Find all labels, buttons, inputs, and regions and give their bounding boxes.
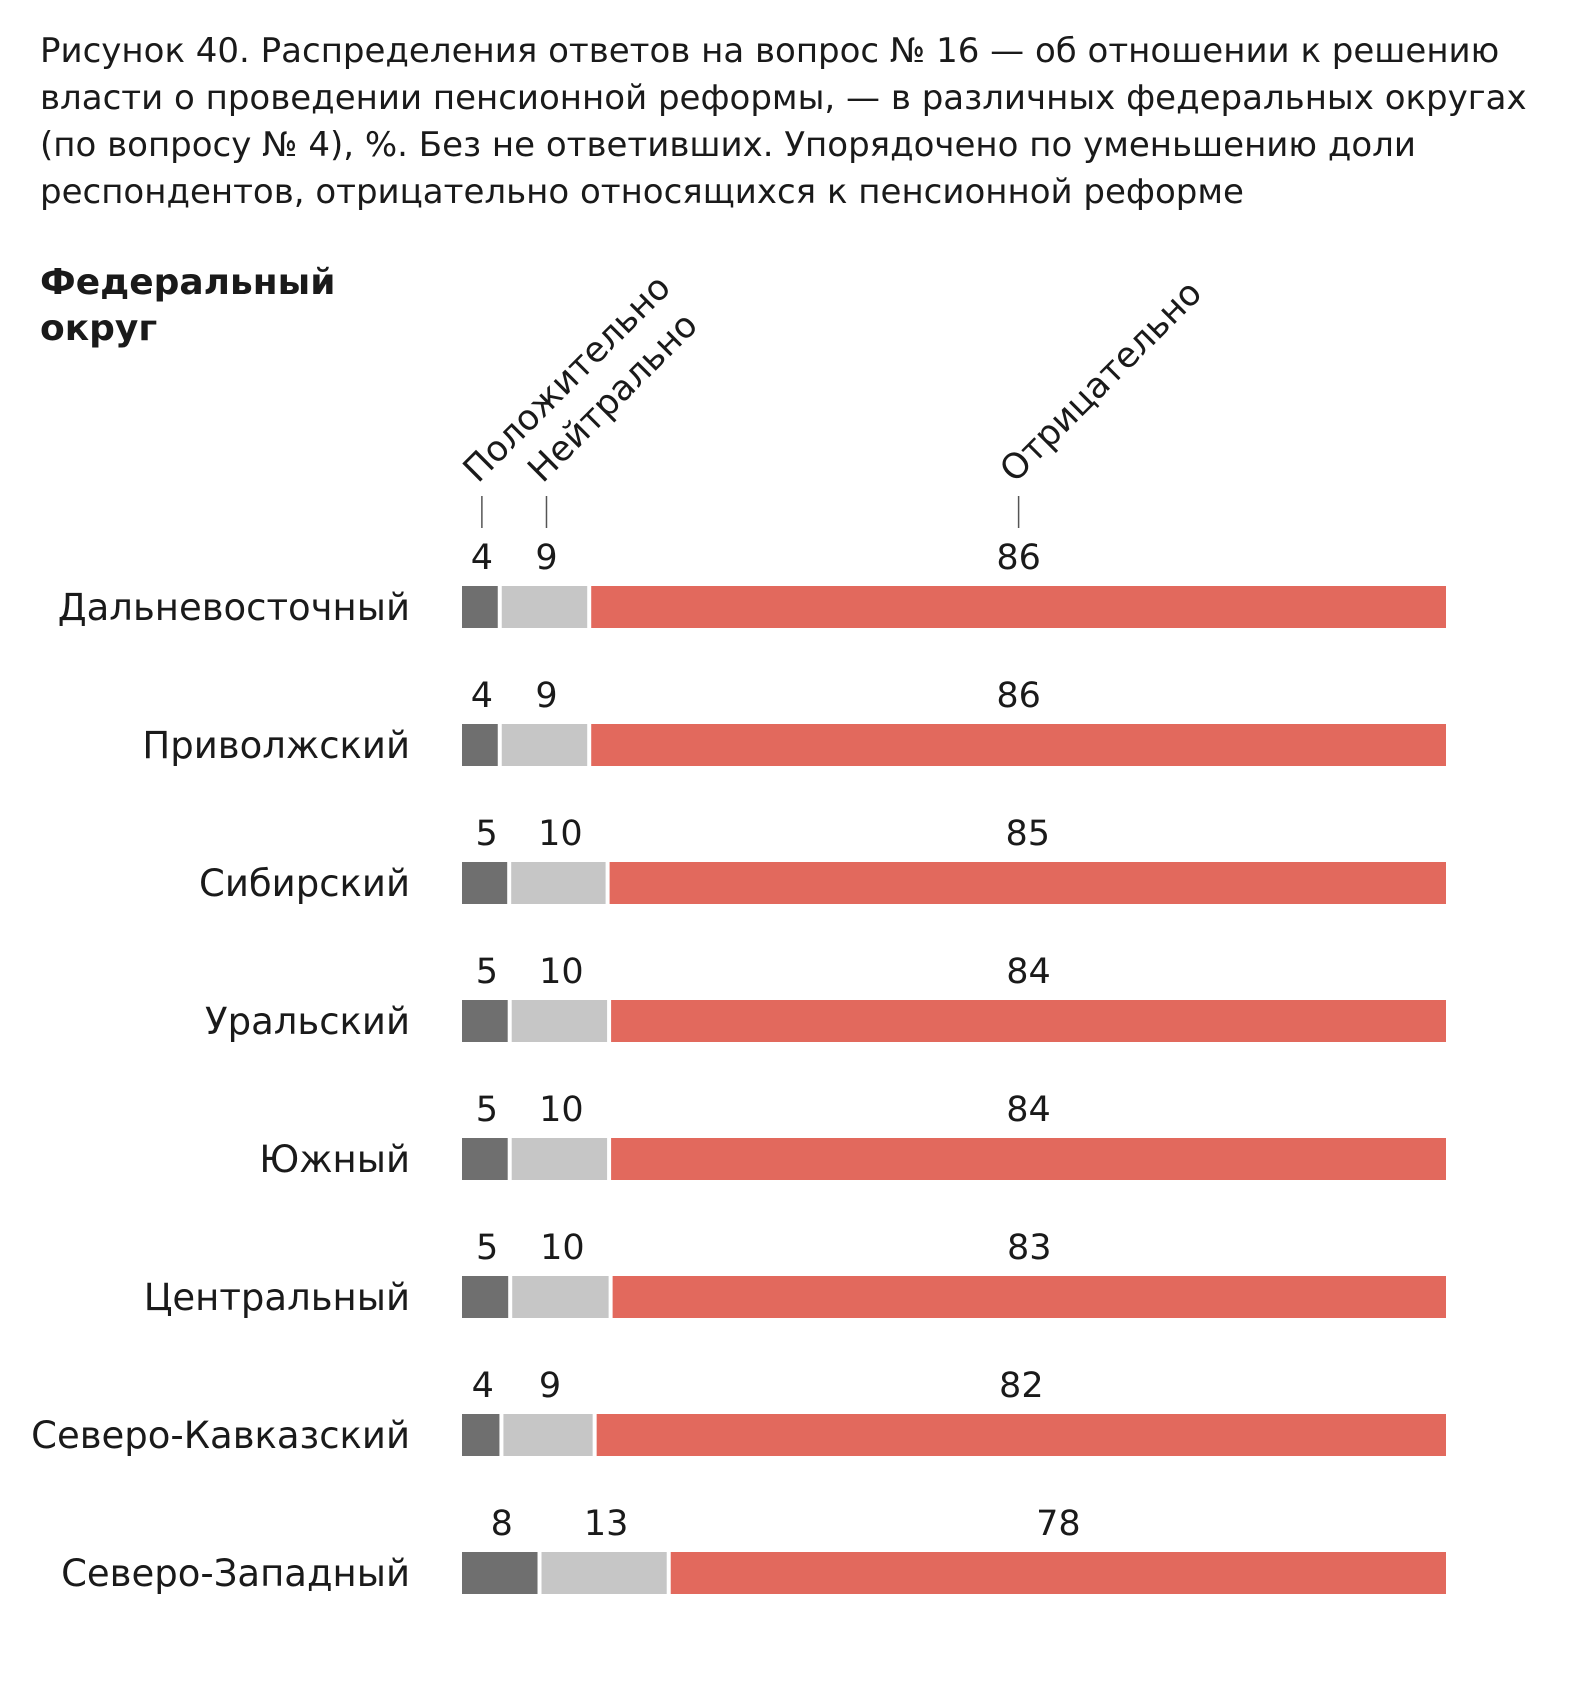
bar-дальневосточный-нейтрально (501, 586, 588, 628)
bar-южный-отрицательно (611, 1138, 1446, 1180)
value-label-приволжский-положительно: 4 (471, 676, 493, 716)
bar-приволжский-нейтрально (501, 724, 588, 766)
value-label-южный-нейтрально: 10 (539, 1090, 584, 1130)
row-label-уральский: Уральский (205, 1000, 410, 1043)
bar-сибирский-положительно (462, 862, 508, 904)
row-label-сибирский: Сибирский (199, 862, 410, 905)
value-label-северо-кавказский-отрицательно: 82 (999, 1366, 1044, 1406)
value-label-центральный-отрицательно: 83 (1007, 1228, 1052, 1268)
bar-центральный-положительно (462, 1276, 509, 1318)
bar-северо-кавказский-отрицательно (596, 1414, 1446, 1456)
row-label-приволжский: Приволжский (142, 724, 410, 767)
row-label-дальневосточный: Дальневосточный (58, 586, 410, 629)
bar-сибирский-отрицательно (609, 862, 1446, 904)
bar-южный-нейтрально (511, 1138, 608, 1180)
column-header-отрицательно: Отрицательно (993, 273, 1210, 490)
bar-северо-западный-положительно (462, 1552, 538, 1594)
value-label-дальневосточный-отрицательно: 86 (996, 538, 1041, 578)
value-label-уральский-отрицательно: 84 (1006, 952, 1051, 992)
bar-уральский-отрицательно (611, 1000, 1446, 1042)
value-label-сибирский-отрицательно: 85 (1006, 814, 1051, 854)
row-label-северо-западный: Северо-Западный (61, 1552, 410, 1595)
value-label-центральный-положительно: 5 (476, 1228, 498, 1268)
bar-северо-западный-нейтрально (541, 1552, 667, 1594)
bar-центральный-отрицательно (612, 1276, 1446, 1318)
figure-caption: Рисунок 40. Распределения ответов на воп… (40, 31, 1527, 212)
bar-приволжский-отрицательно (591, 724, 1446, 766)
value-label-приволжский-нейтрально: 9 (535, 676, 557, 716)
value-label-южный-отрицательно: 84 (1006, 1090, 1051, 1130)
value-label-южный-положительно: 5 (476, 1090, 498, 1130)
value-label-приволжский-отрицательно: 86 (996, 676, 1041, 716)
row-label-северо-кавказский: Северо-Кавказский (31, 1414, 410, 1457)
value-label-центральный-нейтрально: 10 (540, 1228, 585, 1268)
value-label-дальневосточный-нейтрально: 9 (535, 538, 557, 578)
row-label-южный: Южный (259, 1138, 410, 1181)
bar-южный-положительно (462, 1138, 508, 1180)
bar-уральский-нейтрально (511, 1000, 608, 1042)
value-label-северо-западный-нейтрально: 13 (584, 1504, 629, 1544)
bar-сибирский-нейтрально (511, 862, 606, 904)
bar-дальневосточный-положительно (462, 586, 498, 628)
value-label-дальневосточный-положительно: 4 (471, 538, 493, 578)
value-label-северо-западный-положительно: 8 (491, 1504, 513, 1544)
bar-северо-западный-отрицательно (670, 1552, 1446, 1594)
value-label-северо-кавказский-положительно: 4 (472, 1366, 494, 1406)
bar-дальневосточный-отрицательно (591, 586, 1446, 628)
value-label-сибирский-положительно: 5 (475, 814, 497, 854)
row-label-центральный: Центральный (144, 1276, 410, 1319)
bar-уральский-положительно (462, 1000, 508, 1042)
bar-северо-кавказский-нейтрально (503, 1414, 593, 1456)
value-label-северо-кавказский-нейтрально: 9 (539, 1366, 561, 1406)
value-label-северо-западный-отрицательно: 78 (1036, 1504, 1081, 1544)
bar-приволжский-положительно (462, 724, 498, 766)
bar-северо-кавказский-положительно (462, 1414, 500, 1456)
bar-центральный-нейтрально (512, 1276, 609, 1318)
value-label-сибирский-нейтрально: 10 (538, 814, 583, 854)
row-header: Федеральный округ (40, 262, 336, 349)
value-label-уральский-нейтрально: 10 (539, 952, 584, 992)
value-label-уральский-положительно: 5 (476, 952, 498, 992)
